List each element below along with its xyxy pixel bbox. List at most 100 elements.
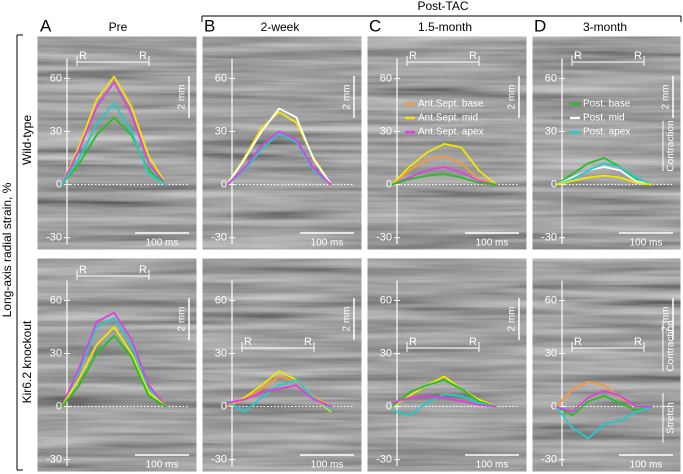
strain-curve	[556, 389, 652, 413]
strain-curve	[391, 173, 497, 186]
scale-y-label: 2 mm	[177, 85, 188, 110]
label-backing	[1, 175, 15, 325]
y-tick-label: -30	[46, 454, 62, 466]
scale-x-label: 100 ms	[630, 238, 663, 249]
strain-curve	[226, 130, 332, 186]
column-label: Pre	[109, 20, 128, 34]
y-tick-label: 0	[221, 178, 227, 190]
scale-y-label: 2 mm	[507, 307, 518, 332]
strain-curve	[555, 395, 653, 417]
r-label: R	[79, 50, 87, 62]
scale-x-label: 100 ms	[476, 460, 509, 471]
strain-curve	[556, 166, 653, 186]
r-label: R	[244, 336, 252, 348]
y-tick-label: 0	[56, 178, 62, 190]
y-tick-label: 30	[215, 347, 227, 359]
column-label: 2-week	[261, 20, 301, 34]
scale-y-label: 2 mm	[177, 307, 188, 332]
r-label: R	[634, 50, 642, 62]
echo-image	[532, 258, 681, 472]
strain-curve	[226, 132, 332, 186]
y-tick-label: 0	[221, 400, 227, 412]
r-label: R	[409, 336, 417, 348]
r-label: R	[139, 50, 147, 62]
strain-curve	[391, 143, 497, 186]
r-label: R	[409, 50, 417, 62]
r-label: R	[304, 336, 312, 348]
annotation: Contraction	[666, 320, 677, 371]
scale-x-label: 100 ms	[311, 238, 344, 249]
y-tick-label: 30	[380, 347, 392, 359]
strain-curve	[226, 107, 332, 186]
legend-entry: Ant.Sept. mid	[418, 113, 478, 124]
y-tick-label: 30	[50, 125, 62, 137]
row-label: Wild-type	[20, 115, 34, 165]
y-tick-label: 30	[215, 125, 227, 137]
echo-image	[37, 258, 197, 472]
y-tick-label: -30	[46, 232, 62, 244]
panel-letter: C	[369, 16, 381, 35]
y-tick-label: 60	[215, 294, 227, 306]
strain-curve	[391, 379, 497, 408]
y-tick-label: 0	[386, 178, 392, 190]
strain-curve	[391, 166, 497, 186]
post-tac-label: Post-TAC	[417, 0, 468, 13]
strain-curve	[556, 162, 653, 186]
y-axis-label: Long-axis radial strain, %	[0, 182, 14, 317]
scale-x-label: 100 ms	[146, 460, 179, 471]
strain-curve	[556, 174, 653, 186]
strain-curve	[61, 116, 167, 186]
y-tick-label: 30	[380, 125, 392, 137]
y-tick-label: 0	[386, 400, 392, 412]
strain-curve	[226, 384, 332, 408]
scale-y-label: 2 mm	[661, 307, 672, 332]
echo-image	[37, 36, 197, 250]
panel-frame	[201, 257, 363, 473]
y-tick-label: -30	[541, 232, 557, 244]
echo-image	[367, 36, 527, 250]
column-label: 1.5-month	[418, 20, 472, 34]
strain-curve	[61, 81, 167, 186]
y-tick-label: 0	[56, 400, 62, 412]
r-label: R	[574, 336, 582, 348]
scale-y-label: 2 mm	[661, 85, 672, 110]
scale-x-label: 100 ms	[146, 238, 179, 249]
y-tick-label: -30	[376, 232, 392, 244]
panel-frame	[36, 257, 198, 473]
row-label: Kir6.2 knockout	[20, 320, 34, 403]
scale-x-label: 100 ms	[311, 460, 344, 471]
strain-curve	[61, 326, 167, 408]
r-label: R	[574, 50, 582, 62]
legend-entry: Post. base	[583, 99, 631, 110]
r-label: R	[139, 264, 147, 276]
strain-curve	[555, 405, 653, 440]
strain-curve	[61, 334, 167, 408]
y-tick-label: 60	[50, 72, 62, 84]
y-tick-label: -30	[211, 232, 227, 244]
legend-entry: Ant.Sept. base	[418, 99, 484, 110]
y-tick-label: 60	[380, 72, 392, 84]
strain-curve	[391, 393, 497, 417]
strain-curve	[61, 317, 167, 408]
echo-image	[202, 36, 362, 250]
legend-entry: Post. mid	[583, 113, 625, 124]
legend-entry: Ant.Sept. apex	[418, 127, 484, 138]
panel-letter: B	[204, 16, 215, 35]
strain-curve	[61, 75, 167, 186]
strain-curve	[391, 155, 497, 186]
y-tick-label: 60	[50, 294, 62, 306]
y-tick-label: 30	[545, 125, 557, 137]
strain-curve	[391, 395, 497, 408]
panel-frame	[36, 35, 198, 251]
r-label: R	[469, 336, 477, 348]
echo-image	[202, 258, 362, 472]
scale-y-label: 2 mm	[342, 85, 353, 110]
strain-curve	[61, 311, 167, 408]
y-tick-label: 0	[551, 178, 557, 190]
legend-entry: Post. apex	[583, 127, 630, 138]
y-tick-label: -30	[211, 454, 227, 466]
panel-frame	[366, 35, 528, 251]
column-label: 3-month	[583, 20, 627, 34]
panel-frame	[531, 35, 682, 251]
y-tick-label: 60	[215, 72, 227, 84]
